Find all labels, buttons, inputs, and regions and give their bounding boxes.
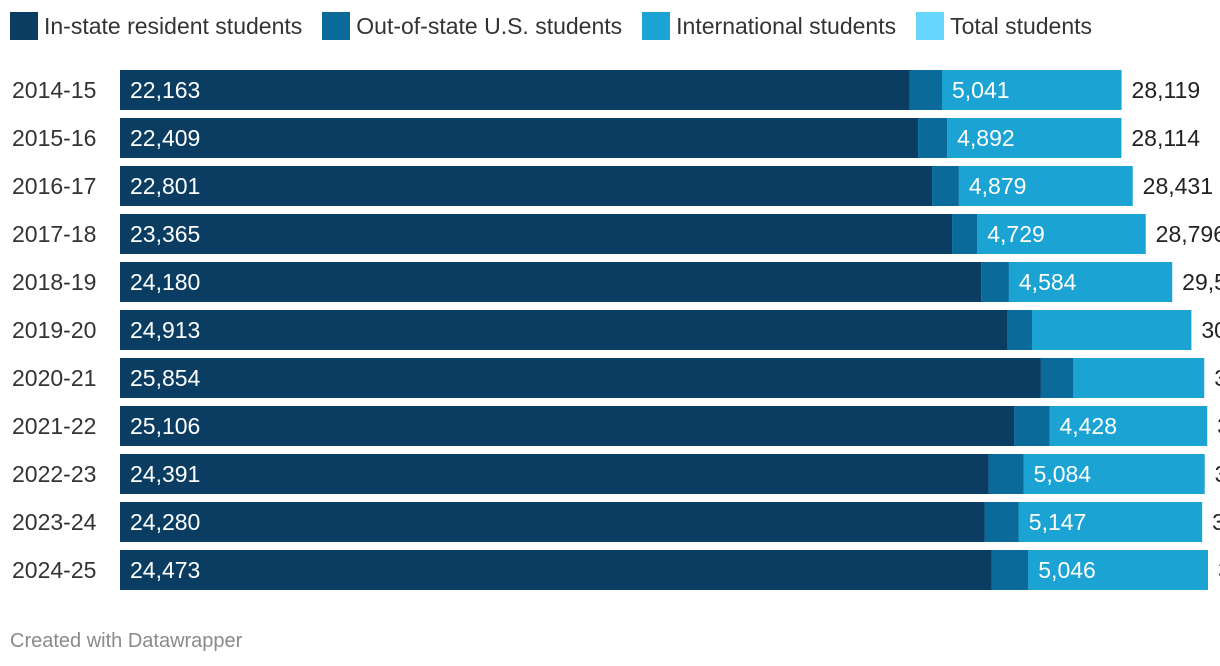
value-label-international-2021-22: 4,428: [1059, 413, 1117, 439]
bar-international-2018-19: [1008, 262, 1173, 302]
value-label-in-state-2018-19: 24,180: [130, 269, 200, 295]
legend-item-in-state: In-state resident students: [10, 12, 302, 40]
value-label-total-2023-24: 30,381: [1212, 509, 1220, 535]
bar-out-of-state-2022-23: [988, 454, 1024, 494]
value-label-total-2019-20: 30,078: [1201, 317, 1220, 343]
category-label-2021-22: 2021-22: [12, 413, 96, 439]
bar-in-state-2018-19: [120, 262, 982, 302]
legend-swatch-out-of-state: [322, 12, 351, 40]
legend-item-out-of-state: Out-of-state U.S. students: [322, 12, 622, 40]
value-label-international-2024-25: 5,046: [1038, 557, 1096, 583]
bar-in-state-2021-22: [120, 406, 1015, 446]
category-label-2018-19: 2018-19: [12, 269, 96, 295]
value-label-international-2014-15: 5,041: [952, 77, 1010, 103]
legend-label-total: Total students: [950, 12, 1093, 39]
value-label-in-state-2022-23: 24,391: [130, 461, 200, 487]
value-label-total-2024-25: 30,546: [1218, 557, 1220, 583]
category-label-2017-18: 2017-18: [12, 221, 96, 247]
legend-label-international: International students: [676, 12, 897, 39]
bar-in-state-2016-17: [120, 166, 933, 206]
value-label-total-2018-19: 29,540: [1182, 269, 1220, 295]
bar-international-2020-21: [1073, 358, 1205, 398]
legend-item-total: Total students: [916, 12, 1092, 40]
bar-in-state-2017-18: [120, 214, 953, 254]
legend-swatch-in-state: [10, 12, 38, 40]
value-label-total-2022-23: 30,452: [1215, 461, 1220, 487]
bar-in-state-2023-24: [120, 502, 985, 542]
value-label-total-2020-21: 30,439: [1214, 365, 1220, 391]
value-label-international-2015-16: 4,892: [957, 125, 1015, 151]
bar-international-2021-22: [1049, 406, 1208, 446]
value-label-total-2015-16: 28,114: [1131, 125, 1200, 151]
bar-in-state-2022-23: [120, 454, 989, 494]
bar-international-2024-25: [1028, 550, 1208, 590]
bar-international-2016-17: [958, 166, 1133, 206]
chart-legend: In-state resident students Out-of-state …: [10, 12, 1112, 40]
legend-label-in-state: In-state resident students: [44, 12, 303, 39]
value-label-in-state-2017-18: 23,365: [130, 221, 200, 247]
bar-in-state-2020-21: [120, 358, 1041, 398]
value-label-in-state-2016-17: 22,801: [130, 173, 200, 199]
value-label-international-2018-19: 4,584: [1019, 269, 1077, 295]
value-label-total-2016-17: 28,431: [1143, 173, 1213, 199]
bar-out-of-state-2016-17: [932, 166, 959, 206]
category-label-2016-17: 2016-17: [12, 173, 96, 199]
bar-international-2017-18: [977, 214, 1146, 254]
legend-label-out-of-state: Out-of-state U.S. students: [356, 12, 623, 39]
value-label-total-2017-18: 28,796: [1156, 221, 1220, 247]
bar-out-of-state-2024-25: [991, 550, 1029, 590]
value-label-international-2022-23: 5,084: [1034, 461, 1092, 487]
legend-item-international: International students: [642, 12, 896, 40]
category-label-2024-25: 2024-25: [12, 557, 96, 583]
bar-out-of-state-2023-24: [984, 502, 1019, 542]
value-label-in-state-2019-20: 24,913: [130, 317, 200, 343]
bar-in-state-2019-20: [120, 310, 1008, 350]
category-label-2023-24: 2023-24: [12, 509, 97, 535]
value-label-total-2014-15: 28,119: [1132, 77, 1201, 103]
legend-swatch-total: [916, 12, 945, 40]
bar-in-state-2014-15: [120, 70, 910, 110]
bar-international-2015-16: [947, 118, 1122, 158]
bar-out-of-state-2020-21: [1040, 358, 1074, 398]
category-label-2022-23: 2022-23: [12, 461, 96, 487]
bar-out-of-state-2019-20: [1007, 310, 1033, 350]
bar-international-2023-24: [1018, 502, 1203, 542]
category-label-2014-15: 2014-15: [12, 77, 96, 103]
value-label-in-state-2023-24: 24,280: [130, 509, 200, 535]
value-label-in-state-2015-16: 22,409: [130, 125, 200, 151]
bar-in-state-2015-16: [120, 118, 919, 158]
value-label-in-state-2020-21: 25,854: [130, 365, 201, 391]
bar-out-of-state-2018-19: [981, 262, 1009, 302]
value-label-international-2016-17: 4,879: [969, 173, 1027, 199]
value-label-in-state-2014-15: 22,163: [130, 77, 200, 103]
value-label-total-2021-22: 30,523: [1217, 413, 1220, 439]
legend-swatch-international: [642, 12, 671, 40]
value-label-international-2023-24: 5,147: [1029, 509, 1087, 535]
bar-international-2014-15: [942, 70, 1122, 110]
value-label-in-state-2024-25: 24,473: [130, 557, 200, 583]
value-label-in-state-2021-22: 25,106: [130, 413, 200, 439]
bar-out-of-state-2017-18: [952, 214, 978, 254]
bar-out-of-state-2021-22: [1014, 406, 1050, 446]
bar-in-state-2024-25: [120, 550, 992, 590]
bar-out-of-state-2015-16: [918, 118, 948, 158]
footer-credit: Created with Datawrapper: [10, 630, 243, 652]
bar-out-of-state-2014-15: [909, 70, 943, 110]
category-label-2020-21: 2020-21: [12, 365, 96, 391]
category-label-2015-16: 2015-16: [12, 125, 96, 151]
bar-international-2019-20: [1032, 310, 1192, 350]
value-label-international-2017-18: 4,729: [987, 221, 1045, 247]
bar-chart: 2014-15 22,163 5,041 28,119 2015-16 22,409 4,8…: [12, 70, 1220, 590]
category-label-2019-20: 2019-20: [12, 317, 96, 343]
bar-international-2022-23: [1023, 454, 1205, 494]
